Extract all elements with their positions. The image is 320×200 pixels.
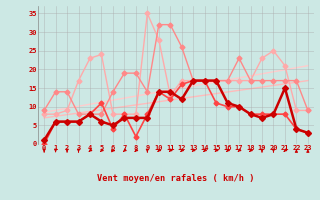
Text: Vent moyen/en rafales ( km/h ): Vent moyen/en rafales ( km/h ) — [97, 174, 255, 183]
